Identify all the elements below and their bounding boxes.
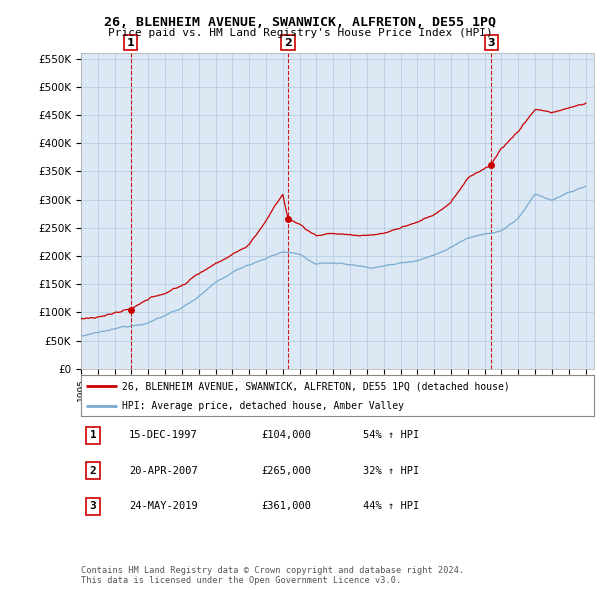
Text: 54% ↑ HPI: 54% ↑ HPI [363, 431, 419, 440]
Text: 1: 1 [127, 38, 134, 48]
Text: 15-DEC-1997: 15-DEC-1997 [129, 431, 198, 440]
Text: 2: 2 [284, 38, 292, 48]
Text: 1: 1 [89, 431, 97, 440]
Text: 3: 3 [487, 38, 495, 48]
Text: Contains HM Land Registry data © Crown copyright and database right 2024.
This d: Contains HM Land Registry data © Crown c… [81, 566, 464, 585]
Text: Price paid vs. HM Land Registry's House Price Index (HPI): Price paid vs. HM Land Registry's House … [107, 28, 493, 38]
Text: 44% ↑ HPI: 44% ↑ HPI [363, 502, 419, 511]
Text: £265,000: £265,000 [261, 466, 311, 476]
Text: £361,000: £361,000 [261, 502, 311, 511]
Text: 3: 3 [89, 502, 97, 511]
Text: HPI: Average price, detached house, Amber Valley: HPI: Average price, detached house, Ambe… [122, 401, 404, 411]
Text: 24-MAY-2019: 24-MAY-2019 [129, 502, 198, 511]
Text: 20-APR-2007: 20-APR-2007 [129, 466, 198, 476]
Text: £104,000: £104,000 [261, 431, 311, 440]
Text: 32% ↑ HPI: 32% ↑ HPI [363, 466, 419, 476]
Text: 26, BLENHEIM AVENUE, SWANWICK, ALFRETON, DE55 1PQ (detached house): 26, BLENHEIM AVENUE, SWANWICK, ALFRETON,… [122, 381, 510, 391]
Text: 26, BLENHEIM AVENUE, SWANWICK, ALFRETON, DE55 1PQ: 26, BLENHEIM AVENUE, SWANWICK, ALFRETON,… [104, 16, 496, 29]
Text: 2: 2 [89, 466, 97, 476]
